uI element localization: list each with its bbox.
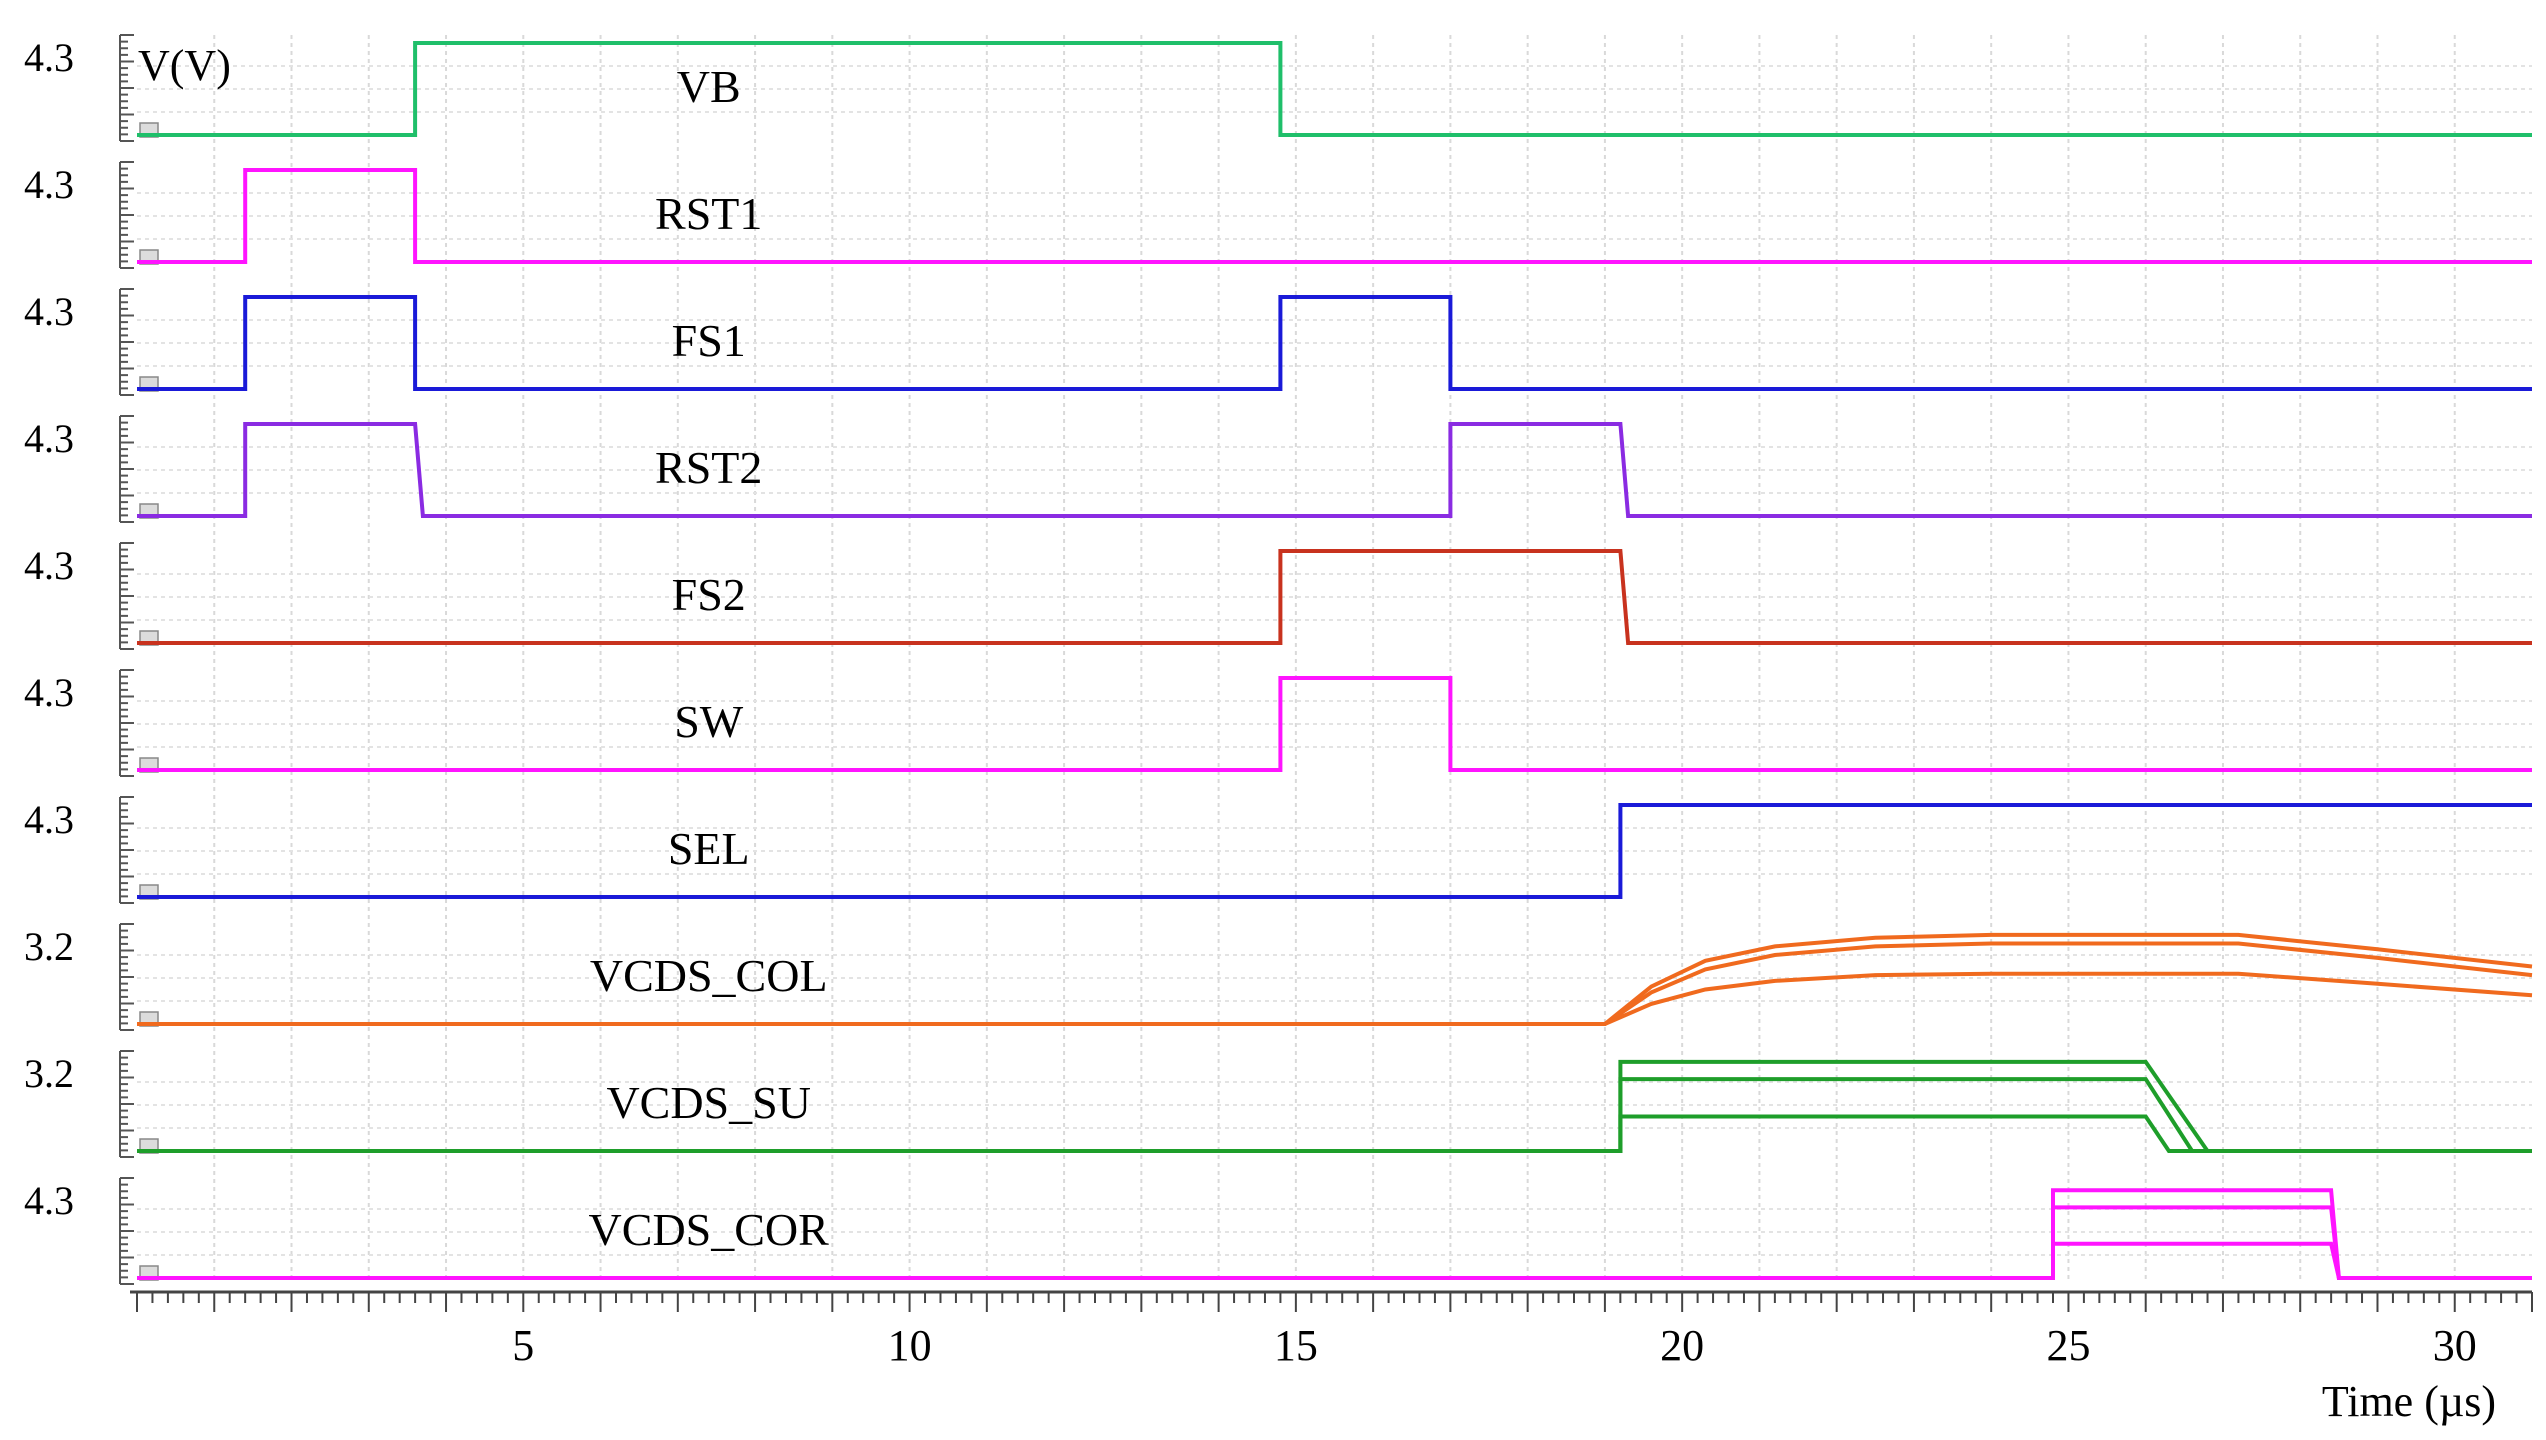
series-trace	[137, 295, 2532, 391]
series-trace	[137, 941, 2533, 1026]
lane-ymax-label: 4.3	[24, 35, 74, 80]
series-trace	[137, 1241, 2532, 1280]
series-trace	[137, 971, 2533, 1026]
lane-ymax-label: 4.3	[24, 1178, 74, 1223]
lane-rst2: 4.3 RST2	[24, 415, 2532, 523]
series-trace	[137, 932, 2533, 1026]
lane-label: FS1	[672, 315, 746, 366]
lane-label: SEL	[668, 823, 750, 874]
lane-vcds-col: 3.2 VCDS_COL	[24, 923, 2533, 1031]
series-trace	[137, 422, 2532, 518]
series-trace	[137, 549, 2532, 645]
lanes-layer: 4.3 VB 4.3 RST1 4.3 FS1 4.3 RST2 4.3 FS2 4.3 SW 4.3 S…	[24, 34, 2533, 1285]
x-tick-label: 5	[512, 1321, 534, 1370]
lane-ymax-label: 3.2	[24, 1051, 74, 1096]
x-tick-label: 30	[2433, 1321, 2477, 1370]
lane-vb: 4.3 VB	[24, 34, 2532, 142]
lane-ymax-label: 3.2	[24, 924, 74, 969]
lane-ymax-label: 4.3	[24, 162, 74, 207]
lane-label: FS2	[672, 569, 746, 620]
x-axis-title: Time (µs)	[2322, 1377, 2496, 1426]
x-axis: 5 10 15 20 25 30	[130, 1290, 2533, 1370]
lane-rst1: 4.3 RST1	[24, 161, 2532, 269]
series-trace	[137, 676, 2532, 772]
lane-fs1: 4.3 FS1	[24, 288, 2532, 396]
series-trace	[137, 1188, 2532, 1280]
series-trace	[137, 1077, 2532, 1153]
x-tick-label: 25	[2046, 1321, 2090, 1370]
lane-ymax-label: 4.3	[24, 289, 74, 334]
lane-sel: 4.3 SEL	[24, 796, 2532, 904]
lane-label: VCDS_SU	[606, 1077, 811, 1128]
lane-ymax-label: 4.3	[24, 797, 74, 842]
x-tick-label: 15	[1274, 1321, 1318, 1370]
lane-sw: 4.3 SW	[24, 669, 2532, 777]
lane-vcds-su: 3.2 VCDS_SU	[24, 1050, 2532, 1158]
lane-ymax-label: 4.3	[24, 543, 74, 588]
series-trace	[137, 41, 2532, 137]
series-trace	[137, 168, 2532, 264]
series-trace	[137, 1114, 2532, 1153]
lane-vcds-cor: 4.3 VCDS_COR	[24, 1177, 2532, 1285]
lane-ymax-label: 4.3	[24, 416, 74, 461]
lane-ymax-label: 4.3	[24, 670, 74, 715]
lane-label: RST2	[655, 442, 762, 493]
x-tick-label: 10	[888, 1321, 932, 1370]
y-axis-unit-label: V(V)	[138, 41, 231, 90]
lane-label: VCDS_COR	[589, 1204, 830, 1255]
series-trace	[137, 803, 2532, 899]
lane-fs2: 4.3 FS2	[24, 542, 2532, 650]
lane-label: VB	[677, 61, 741, 112]
lane-label: SW	[674, 696, 744, 747]
x-tick-label: 20	[1660, 1321, 1704, 1370]
series-trace	[137, 1059, 2532, 1153]
lane-label: RST1	[655, 188, 762, 239]
lane-label: VCDS_COL	[590, 950, 828, 1001]
grid-layer	[213, 35, 2456, 1280]
